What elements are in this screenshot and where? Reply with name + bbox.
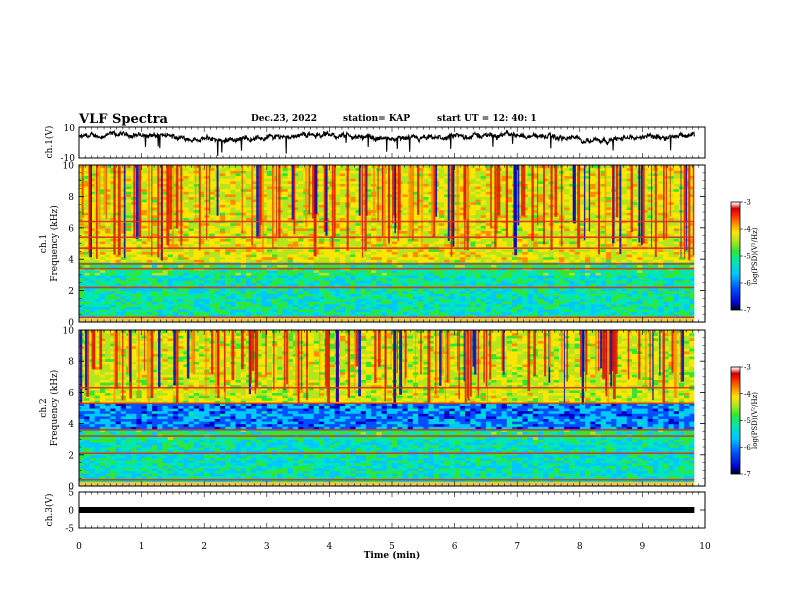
time-axis-label: Time (min) <box>364 550 421 561</box>
ch1-colorbar-tick-label: -5 <box>744 253 751 261</box>
ch2-ytick-label: 6 <box>68 389 74 399</box>
ch1-colorbar-label: log(PSD)(V²/Hz) <box>751 227 759 284</box>
ch1-colorbar-tick-label: -3 <box>744 199 751 207</box>
ch1-colorbar <box>730 201 741 311</box>
ch2-ytick-label: 4 <box>68 420 74 430</box>
time-tick-label: 10 <box>699 542 711 552</box>
ch2-ylabel-channel: ch.2 <box>39 398 49 417</box>
ch1-colorbar-tick-label: -4 <box>744 226 751 234</box>
ch2-ytick-label: 2 <box>68 451 74 461</box>
ch2-colorbar-tick-label: -4 <box>744 390 751 398</box>
ch1-colorbar-tick-label: -6 <box>744 280 751 288</box>
time-tick-label: 9 <box>640 542 646 552</box>
station-label: station= KAP <box>343 114 411 124</box>
ch2-ytick-label: 0 <box>68 483 74 493</box>
ch1-ylabel: ch.1(V) <box>44 126 55 159</box>
ch2-ytick-label: 8 <box>68 358 74 368</box>
ch1-ylabel-channel: ch.1 <box>39 234 49 253</box>
time-tick-label: 2 <box>201 542 207 552</box>
ch2-colorbar-tick-label: -7 <box>744 471 751 479</box>
ch2-ytick-label: 10 <box>63 327 75 337</box>
ch2-colorbar-tick-label: -5 <box>744 417 751 425</box>
ch1-spectrogram-image <box>79 165 706 323</box>
ch3-waveform-line <box>79 507 695 513</box>
ch1-ytick-label: 2 <box>68 287 74 297</box>
time-tick-label: 3 <box>264 542 270 552</box>
ch1-ytick-label: 10 <box>63 162 75 172</box>
time-tick-label: 7 <box>514 542 520 552</box>
ch2-colorbar-label: log(PSD)(V²/Hz) <box>751 392 759 449</box>
ch1-ylabel-frequency: Frequency (kHz) <box>49 205 60 282</box>
time-tick-label: 1 <box>139 542 145 552</box>
ch2-colorbar-tick-label: -3 <box>744 364 751 372</box>
ch1-ytick-label: 10 <box>64 124 76 134</box>
time-tick-label: 5 <box>389 542 395 552</box>
ch3-ylabel: ch.3(V) <box>44 494 55 527</box>
date-label: Dec.23, 2022 <box>251 114 317 124</box>
ch1-waveform-line <box>78 129 695 156</box>
time-ticks <box>78 127 706 158</box>
ch2-colorbar <box>730 366 741 475</box>
time-ticks <box>78 165 706 322</box>
ch1-ytick-label: 4 <box>68 256 74 266</box>
chart-title: VLF Spectra <box>79 112 168 127</box>
ch2-colorbar-tick-label: -6 <box>744 444 751 452</box>
start-time-label: start UT = 12: 40: 1 <box>437 114 537 124</box>
time-tick-label: 0 <box>76 542 82 552</box>
time-ticks <box>78 330 706 486</box>
ch1-ytick-label: -10 <box>61 154 76 164</box>
time-tick-label: 4 <box>327 542 333 552</box>
ch3-ytick-label: -5 <box>65 525 74 535</box>
ch1-ytick-label: 6 <box>68 224 74 234</box>
ch3-ytick-label: 5 <box>68 489 74 499</box>
ch2-ylabel-frequency: Frequency (kHz) <box>49 370 60 447</box>
ch1-colorbar-tick-label: -7 <box>744 307 751 315</box>
time-tick-label: 8 <box>577 542 583 552</box>
ch1-ytick-label: 8 <box>68 193 74 203</box>
ch3-ytick-label: 0 <box>68 507 74 517</box>
time-tick-label: 6 <box>452 542 458 552</box>
ch2-spectrogram-image <box>79 330 706 487</box>
ch1-ytick-label: 0 <box>68 319 74 329</box>
time-ticks <box>78 492 706 528</box>
